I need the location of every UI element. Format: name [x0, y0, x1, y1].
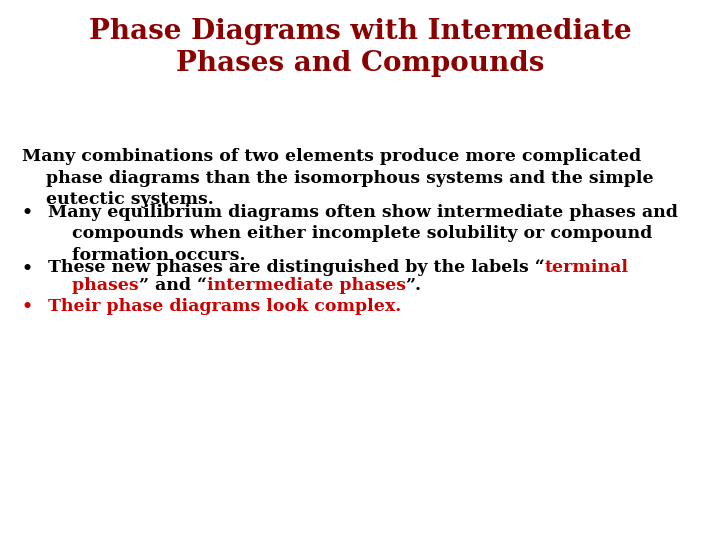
Text: Phase Diagrams with Intermediate
Phases and Compounds: Phase Diagrams with Intermediate Phases …	[89, 18, 631, 77]
Text: ”.: ”.	[405, 276, 422, 294]
Text: phases: phases	[48, 276, 139, 294]
Text: Their phase diagrams look complex.: Their phase diagrams look complex.	[48, 298, 401, 315]
Text: •: •	[22, 298, 33, 315]
Text: terminal: terminal	[545, 260, 629, 276]
Text: Many equilibrium diagrams often show intermediate phases and
    compounds when : Many equilibrium diagrams often show int…	[48, 204, 678, 264]
Text: These new phases are distinguished by the labels “: These new phases are distinguished by th…	[48, 260, 545, 276]
Text: •: •	[22, 260, 33, 276]
Text: intermediate phases: intermediate phases	[207, 276, 405, 294]
Text: ” and “: ” and “	[139, 276, 207, 294]
Text: •: •	[22, 204, 33, 221]
Text: Many combinations of two elements produce more complicated
    phase diagrams th: Many combinations of two elements produc…	[22, 148, 654, 208]
